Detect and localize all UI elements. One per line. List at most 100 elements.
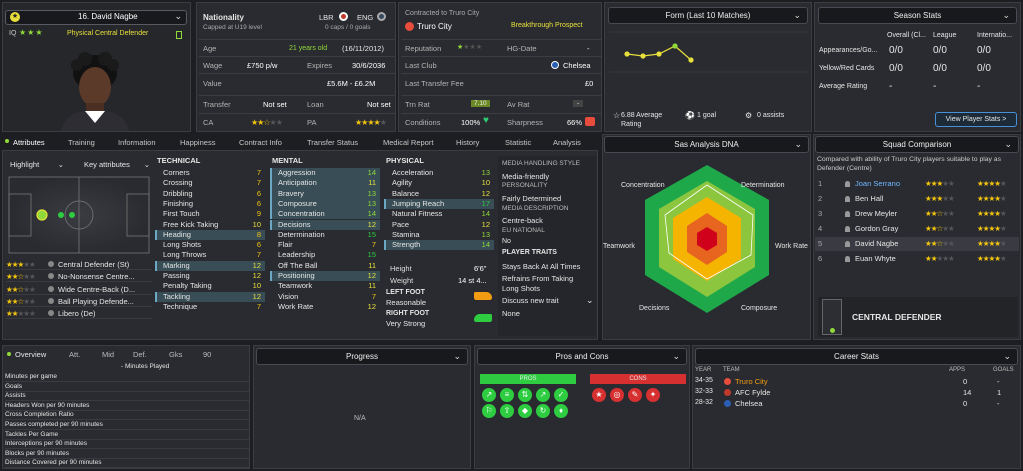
tab-training[interactable]: Training	[68, 138, 95, 147]
attribute-row[interactable]: Work Rate 12	[270, 302, 380, 312]
squad-player-name[interactable]: Ben Hall	[855, 194, 884, 203]
view-player-stats-button[interactable]: View Player Stats >	[935, 112, 1017, 127]
con-trait-icon[interactable]: ✎	[628, 388, 642, 402]
attribute-row[interactable]: Pace 12	[384, 220, 494, 230]
info-icon[interactable]	[48, 273, 54, 280]
info-icon[interactable]	[48, 285, 54, 292]
player-selector[interactable]: ★ 16. David Nagbe ⌄	[5, 10, 187, 25]
form-point[interactable]	[688, 57, 694, 63]
attribute-row[interactable]: Flair 7	[270, 240, 380, 250]
tab-happiness[interactable]: Happiness	[180, 138, 216, 147]
tab-statistic[interactable]: Statistic	[505, 138, 532, 147]
squad-row[interactable]: 2 Ben Hall ★★★★★ ★★★★★	[815, 192, 1019, 206]
loan-value[interactable]: Not set	[367, 100, 391, 109]
form-point[interactable]	[640, 53, 646, 59]
attribute-row[interactable]: Crossing 7	[155, 178, 265, 188]
attribute-row[interactable]: Free Kick Taking 10	[155, 220, 265, 230]
trait-item[interactable]: Refrains From Taking Long Shots	[502, 274, 574, 293]
con-trait-icon[interactable]: ✦	[646, 388, 660, 402]
tab-medical-report[interactable]: Medical Report	[383, 138, 434, 147]
career-team[interactable]: Truro City	[735, 377, 768, 386]
position-row[interactable]: ★★☆★★ Ball Playing Defende...	[6, 296, 152, 307]
attribute-row[interactable]: Agility 10	[384, 178, 494, 188]
squad-player-name[interactable]: Drew Meyler	[855, 209, 898, 218]
attribute-row[interactable]: Off The Ball 11	[270, 261, 380, 271]
pro-trait-icon[interactable]: ↗	[482, 388, 496, 402]
position-row[interactable]: ★★☆★★ Wide Centre-Back (D...	[6, 284, 152, 295]
attribute-row[interactable]: Bravery 13	[270, 188, 380, 199]
overview-tab[interactable]: Overview	[15, 350, 47, 359]
pro-trait-icon[interactable]: ⇧	[500, 404, 514, 418]
tab-transfer-status[interactable]: Transfer Status	[307, 138, 358, 147]
pro-trait-icon[interactable]: ≡	[500, 388, 514, 402]
form-point[interactable]	[624, 51, 630, 57]
attribute-row[interactable]: Determination 15	[270, 230, 380, 240]
attribute-row[interactable]: Teamwork 11	[270, 281, 380, 291]
attribute-row[interactable]: Long Shots 6	[155, 240, 265, 250]
attribute-row[interactable]: Anticipation 11	[270, 178, 380, 189]
squad-row[interactable]: 1 Joan Serrano ★★★★★ ★★★★★	[815, 177, 1019, 191]
form-point[interactable]	[672, 43, 678, 49]
last-club-value[interactable]: Chelsea	[563, 61, 591, 70]
attribute-row[interactable]: Dribbling 6	[155, 189, 265, 199]
squad-comparison-header[interactable]: Squad Comparison ⌄	[815, 136, 1019, 153]
attribute-row[interactable]: Aggression 14	[270, 168, 380, 179]
attribute-row[interactable]: Acceleration 13	[384, 168, 494, 178]
tab-attributes[interactable]: Attributes	[13, 138, 45, 147]
key-attributes-dropdown[interactable]: Key attributes ⌄	[84, 159, 150, 171]
con-trait-icon[interactable]: ◎	[610, 388, 624, 402]
squad-row[interactable]: 3 Drew Meyler ★★☆★★ ★★★★★	[815, 207, 1019, 221]
attribute-row[interactable]: Concentration 14	[270, 209, 380, 220]
pro-trait-icon[interactable]: ↻	[536, 404, 550, 418]
attribute-row[interactable]: Corners 7	[155, 168, 265, 178]
career-stats-header[interactable]: Career Stats ⌄	[695, 348, 1018, 365]
squad-row[interactable]: 6 Euan Whyte ★★★★★ ★★★★★	[815, 252, 1019, 266]
per90-tab[interactable]: 90	[203, 350, 212, 359]
info-icon[interactable]	[48, 261, 54, 267]
att-tab[interactable]: Att.	[69, 350, 81, 359]
pro-trait-icon[interactable]: ◆	[518, 404, 532, 418]
info-icon[interactable]	[48, 310, 54, 317]
squad-row[interactable]: 5 David Nagbe ★★☆★★ ★★★★★	[815, 237, 1019, 251]
attribute-row[interactable]: Balance 12	[384, 189, 494, 199]
squad-player-name[interactable]: David Nagbe	[855, 239, 899, 248]
attribute-row[interactable]: Passing 12	[155, 271, 265, 281]
attribute-row[interactable]: Composure 13	[270, 198, 380, 210]
attribute-row[interactable]: Finishing 6	[155, 199, 265, 209]
attribute-row[interactable]: Leadership 15	[270, 250, 380, 260]
highlight-dropdown[interactable]: Highlight ⌄	[10, 159, 68, 171]
attribute-row[interactable]: Strength 14	[384, 240, 494, 251]
attribute-row[interactable]: First Touch 9	[155, 209, 265, 219]
pro-trait-icon[interactable]: ✓	[554, 388, 568, 402]
attribute-row[interactable]: Stamina 13	[384, 230, 494, 240]
attribute-row[interactable]: Technique 7	[155, 302, 265, 312]
attribute-row[interactable]: Decisions 12	[270, 219, 380, 230]
form-header[interactable]: Form (Last 10 Matches) ⌄	[608, 7, 808, 24]
transfer-value[interactable]: Not set	[263, 100, 287, 109]
attribute-row[interactable]: Natural Fitness 14	[384, 209, 494, 219]
def-tab[interactable]: Def.	[133, 350, 147, 359]
pro-trait-icon[interactable]: ↗	[536, 388, 550, 402]
attribute-row[interactable]: Tackling 12	[155, 291, 265, 302]
squad-player-name[interactable]: Euan Whyte	[855, 254, 896, 263]
attribute-row[interactable]: Vision 7	[270, 292, 380, 302]
attribute-row[interactable]: Positioning 12	[270, 271, 380, 282]
position-row[interactable]: ★★☆★★ No-Nonsense Centre...	[6, 271, 152, 283]
squad-row[interactable]: 4 Gordon Gray ★★☆★★ ★★★★★	[815, 222, 1019, 236]
mid-tab[interactable]: Mid	[102, 350, 115, 359]
attribute-row[interactable]: Heading 8	[155, 229, 265, 241]
con-trait-icon[interactable]: ★	[592, 388, 606, 402]
pro-trait-icon[interactable]: ♦	[554, 404, 568, 418]
attribute-row[interactable]: Marking 12	[155, 260, 265, 271]
club-name[interactable]: Truro City	[417, 22, 452, 31]
career-team[interactable]: Chelsea	[735, 399, 763, 408]
squad-player-name[interactable]: Joan Serrano	[855, 179, 901, 188]
position-row[interactable]: ★★★★★ Central Defender (St)	[6, 259, 152, 270]
attribute-row[interactable]: Penalty Taking 10	[155, 281, 265, 291]
pro-trait-icon[interactable]: ⚐	[482, 404, 496, 418]
position-row[interactable]: ★★★★★ Libero (De)	[6, 308, 152, 320]
trait-item[interactable]: Stays Back At All Times	[502, 262, 581, 271]
progress-header[interactable]: Progress ⌄	[256, 348, 468, 365]
clipboard-icon[interactable]	[176, 31, 182, 39]
dna-header[interactable]: Sas Analysis DNA ⌄	[604, 136, 809, 153]
